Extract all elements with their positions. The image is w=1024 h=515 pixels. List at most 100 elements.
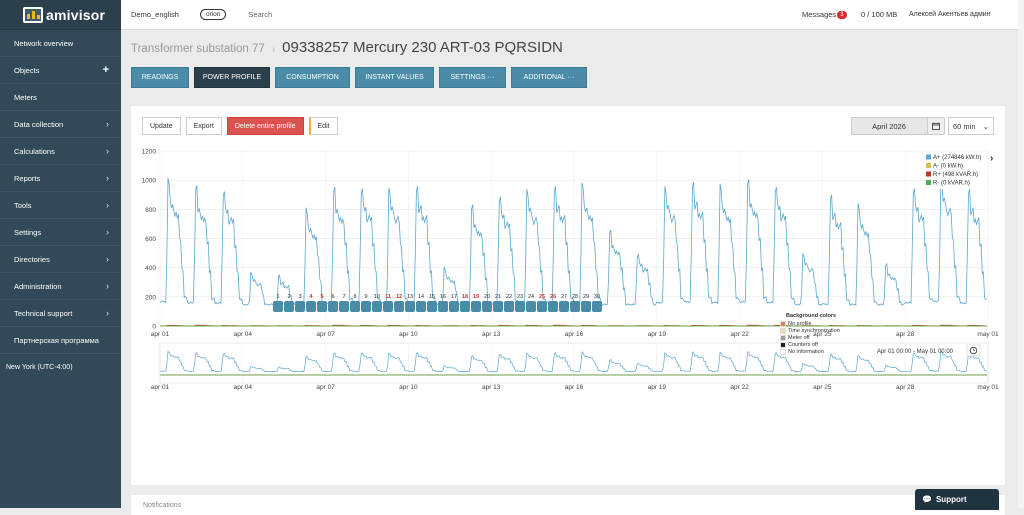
day-number: 30 xyxy=(594,294,600,301)
day-button[interactable]: 8 xyxy=(350,294,360,312)
tab-instant-values[interactable]: INSTANT VALUES xyxy=(355,67,434,88)
legend-swatch[interactable] xyxy=(926,163,931,168)
orion-tag[interactable]: orion xyxy=(200,9,226,20)
day-button[interactable]: 10 xyxy=(372,294,382,312)
day-button[interactable]: 2 xyxy=(284,294,294,312)
background-color-item: Time synchronization xyxy=(780,327,840,334)
sidebar-item-calculations[interactable]: Calculations› xyxy=(0,138,121,165)
day-number: 27 xyxy=(561,294,567,301)
day-button[interactable]: 19 xyxy=(471,294,481,312)
legend-swatch[interactable] xyxy=(926,180,931,185)
day-button[interactable]: 6 xyxy=(328,294,338,312)
clock-icon[interactable] xyxy=(967,345,980,356)
legend-swatch[interactable] xyxy=(926,172,931,177)
legend-label[interactable]: R+ (498 kVAR.h) xyxy=(933,172,978,178)
day-status-box xyxy=(306,301,316,312)
day-button[interactable]: 23 xyxy=(515,294,525,312)
account-name[interactable]: Demo_english xyxy=(131,10,179,19)
chevron-right-icon: › xyxy=(106,254,109,264)
day-button[interactable]: 30 xyxy=(592,294,602,312)
day-button[interactable]: 29 xyxy=(581,294,591,312)
day-number: 16 xyxy=(440,294,446,301)
day-button[interactable]: 22 xyxy=(504,294,514,312)
day-button[interactable]: 11 xyxy=(383,294,393,312)
day-number: 5 xyxy=(320,294,323,301)
sidebar-item-партнерская-программа[interactable]: Партнерская программа xyxy=(0,327,121,354)
day-button[interactable]: 4 xyxy=(306,294,316,312)
day-status-box xyxy=(372,301,382,312)
tab-additional[interactable]: ADDITIONAL ··· xyxy=(511,67,587,88)
sidebar-item-directories[interactable]: Directories› xyxy=(0,246,121,273)
x-tick-label: apr 07 xyxy=(316,331,335,338)
day-button[interactable]: 26 xyxy=(548,294,558,312)
day-button[interactable]: 7 xyxy=(339,294,349,312)
day-number: 20 xyxy=(484,294,490,301)
sidebar-item-technical-support[interactable]: Technical support› xyxy=(0,300,121,327)
legend-swatch[interactable] xyxy=(926,155,931,160)
day-number: 4 xyxy=(309,294,312,301)
day-button[interactable]: 3 xyxy=(295,294,305,312)
y-tick-label: 800 xyxy=(145,207,156,214)
chevron-right-icon: › xyxy=(106,227,109,237)
sidebar-item-settings[interactable]: Settings› xyxy=(0,219,121,246)
day-button[interactable]: 15 xyxy=(427,294,437,312)
search-input[interactable]: Search xyxy=(248,10,272,19)
sidebar-item-network-overview[interactable]: Network overview xyxy=(0,30,121,57)
support-button[interactable]: 💬Support xyxy=(915,489,999,510)
legend-label[interactable]: A+ (274846 kW.h) xyxy=(933,155,981,161)
day-button[interactable]: 21 xyxy=(493,294,503,312)
legend-next-icon[interactable]: › xyxy=(990,153,993,164)
color-label: Counters off xyxy=(788,342,818,348)
day-button[interactable]: 24 xyxy=(526,294,536,312)
x-tick-label: may 01 xyxy=(977,331,999,338)
tab-power-profile[interactable]: POWER PROFILE xyxy=(194,67,270,88)
day-number: 14 xyxy=(418,294,424,301)
day-button[interactable]: 16 xyxy=(438,294,448,312)
day-status-box xyxy=(504,301,514,312)
logo[interactable]: amivisor xyxy=(0,0,121,30)
day-status-box xyxy=(570,301,580,312)
page-scrollbar[interactable] xyxy=(1018,0,1024,508)
day-button[interactable]: 28 xyxy=(570,294,580,312)
user-menu[interactable]: Алексей Акентьев админ xyxy=(909,11,991,18)
legend-label[interactable]: A- (0 kW.h) xyxy=(933,164,963,170)
day-button[interactable]: 12 xyxy=(394,294,404,312)
day-button[interactable]: 20 xyxy=(482,294,492,312)
day-button[interactable]: 18 xyxy=(460,294,470,312)
color-swatch xyxy=(780,328,786,334)
sidebar-item-objects[interactable]: Objects+ xyxy=(0,57,121,84)
timezone-label[interactable]: New York (UTC-4:00) xyxy=(0,354,121,381)
sidebar-item-reports[interactable]: Reports› xyxy=(0,165,121,192)
day-status-box xyxy=(383,301,393,312)
sidebar-item-data-collection[interactable]: Data collection› xyxy=(0,111,121,138)
day-button[interactable]: 25 xyxy=(537,294,547,312)
day-button[interactable]: 14 xyxy=(416,294,426,312)
day-number: 9 xyxy=(364,294,367,301)
day-status-box xyxy=(438,301,448,312)
tab-consumption[interactable]: CONSUMPTION xyxy=(275,67,350,88)
day-number: 11 xyxy=(385,294,391,301)
sidebar-item-administration[interactable]: Administration› xyxy=(0,273,121,300)
day-status-box xyxy=(361,301,371,312)
logo-text: amivisor xyxy=(46,7,105,23)
day-button[interactable]: 1 xyxy=(273,294,283,312)
breadcrumb[interactable]: Transformer substation 77 xyxy=(131,43,265,55)
legend-label[interactable]: R- (0 kVAR.h) xyxy=(933,181,970,187)
day-status-box xyxy=(394,301,404,312)
day-button[interactable]: 27 xyxy=(559,294,569,312)
x-tick-label: apr 13 xyxy=(482,331,501,338)
messages-label: Messages xyxy=(802,10,836,19)
tab-settings[interactable]: SETTINGS ··· xyxy=(439,67,506,88)
day-button[interactable]: 9 xyxy=(361,294,371,312)
day-status-box xyxy=(548,301,558,312)
day-button[interactable]: 5 xyxy=(317,294,327,312)
sidebar-item-tools[interactable]: Tools› xyxy=(0,192,121,219)
day-number: 29 xyxy=(583,294,589,301)
day-button[interactable]: 17 xyxy=(449,294,459,312)
day-status-box xyxy=(482,301,492,312)
day-button[interactable]: 13 xyxy=(405,294,415,312)
tab-readings[interactable]: READINGS xyxy=(131,67,189,88)
sidebar-item-meters[interactable]: Meters xyxy=(0,84,121,111)
